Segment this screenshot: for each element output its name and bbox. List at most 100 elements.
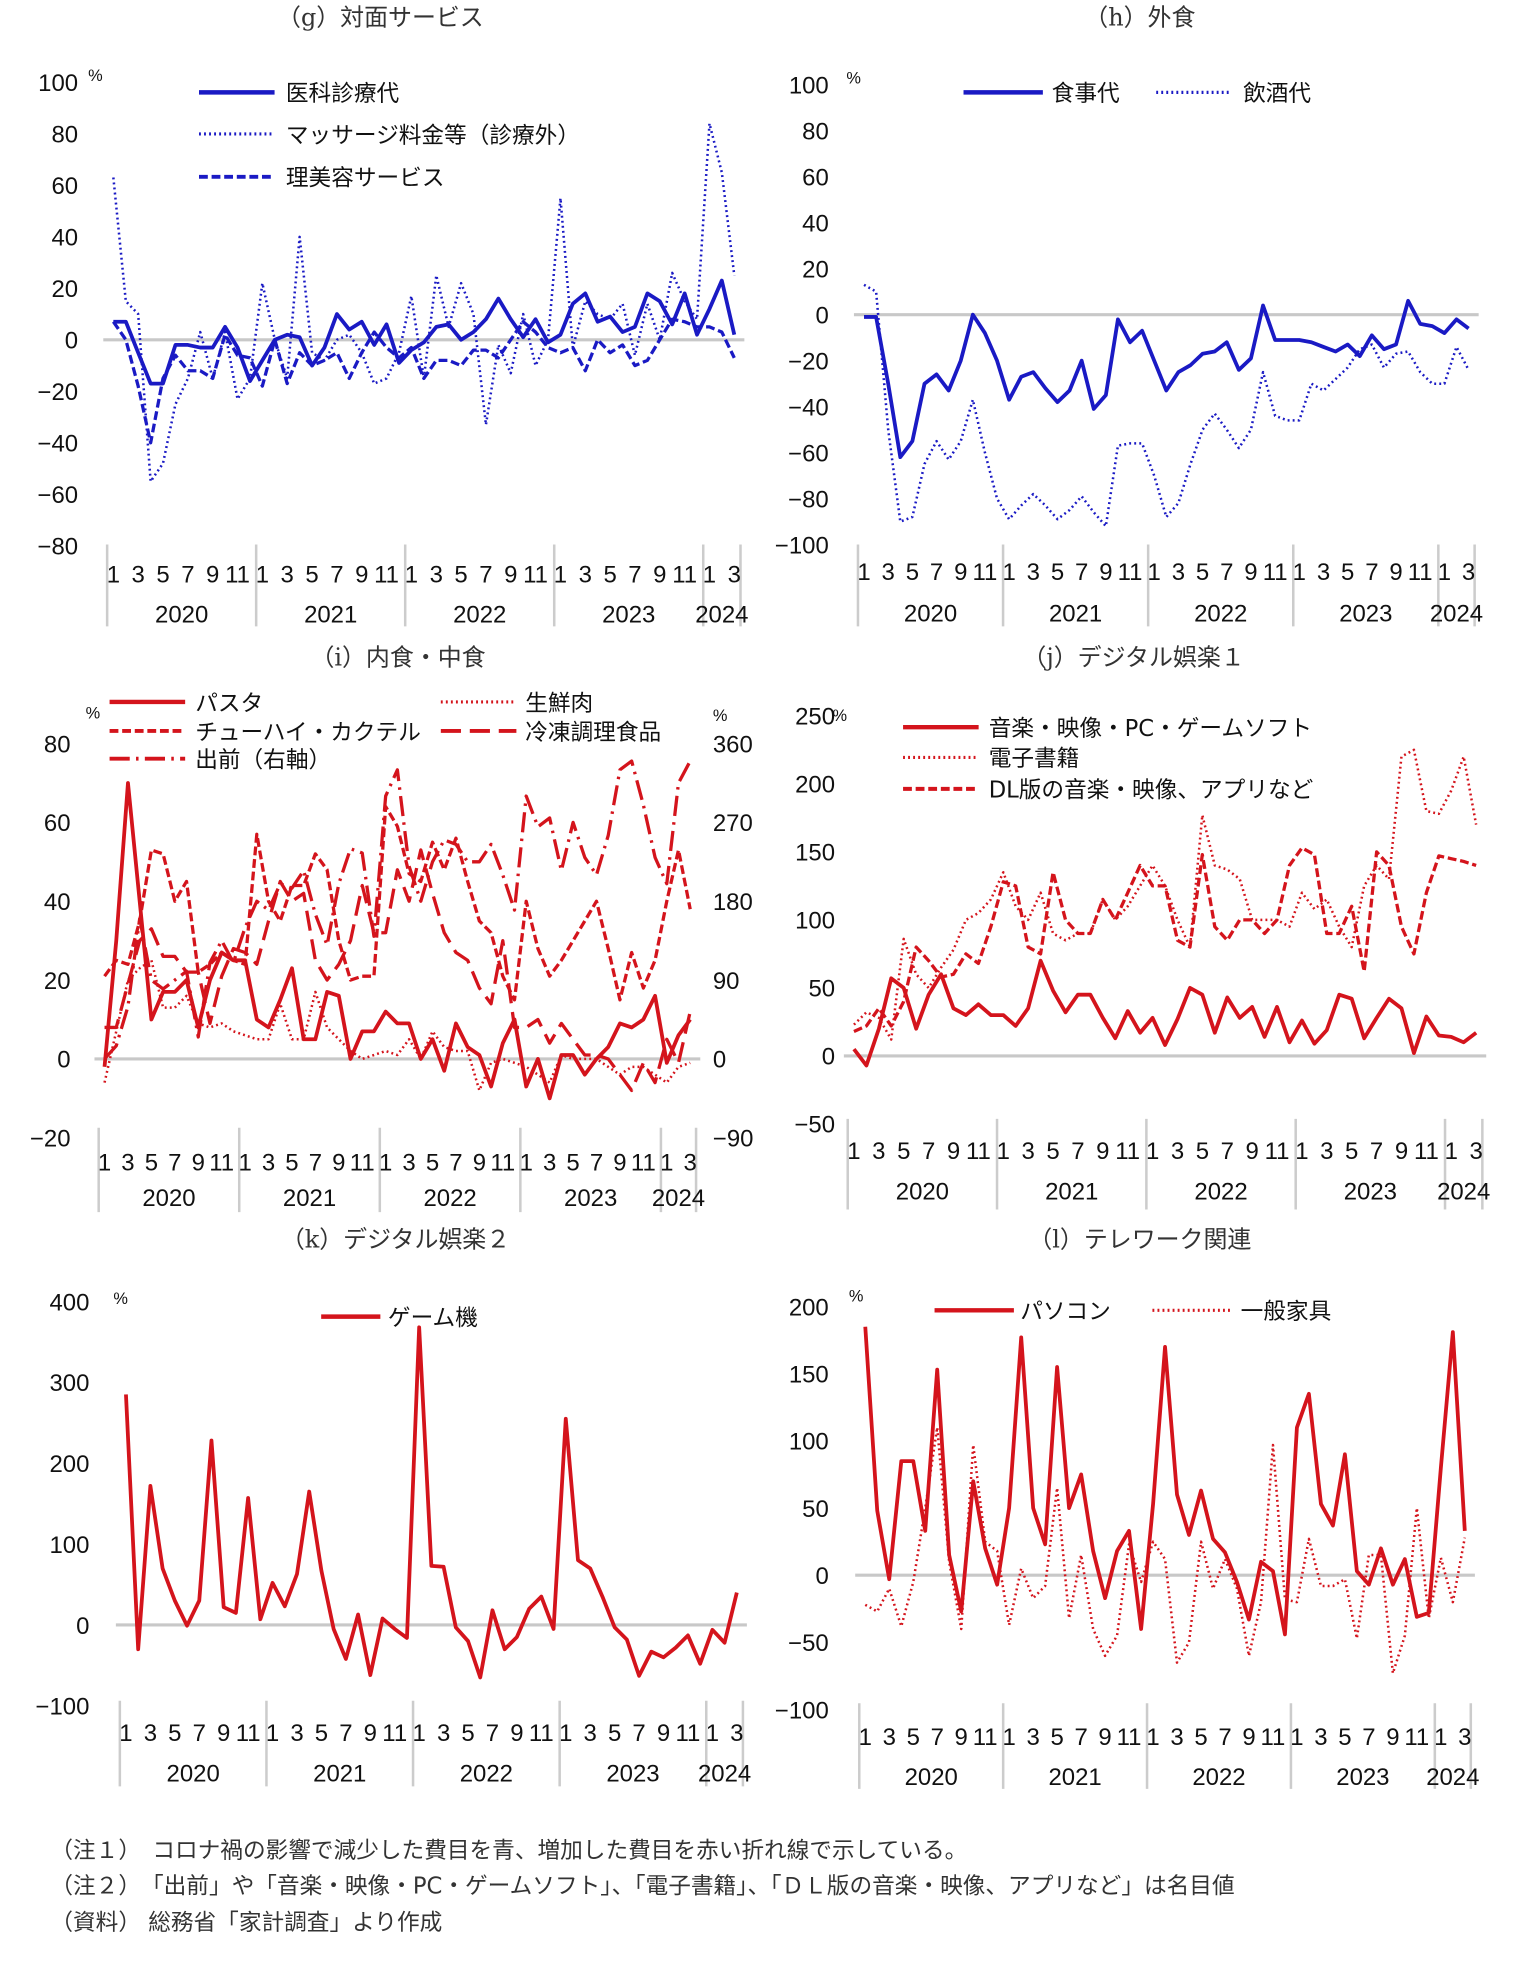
- x-tick-label: 9: [613, 1150, 626, 1177]
- year-label: 2022: [460, 1760, 513, 1787]
- note-1: （注１） コロナ禍の影響で減少した費目を青、増加した費目を赤い折れ線で示している…: [50, 1838, 967, 1864]
- y-tick-label: 200: [789, 1294, 829, 1321]
- x-tick-label: 5: [305, 561, 318, 588]
- y-tick-label: 40: [802, 211, 829, 238]
- x-tick-label: 7: [479, 561, 492, 588]
- x-tick-label: 1: [1146, 1724, 1159, 1751]
- note-3: （資料） 総務省「家計調査」より作成: [50, 1910, 442, 1936]
- x-tick-label: 3: [132, 561, 145, 588]
- y-tick-label: 20: [44, 968, 71, 995]
- x-tick-label: 7: [1071, 1138, 1084, 1165]
- x-tick-label: 9: [1245, 1138, 1258, 1165]
- x-tick-label: 7: [309, 1150, 322, 1177]
- y-tick-label: 100: [789, 1429, 829, 1456]
- x-tick-label: 1: [554, 561, 567, 588]
- y-tick-label: 40: [44, 889, 71, 916]
- y-tick-label: −80: [788, 486, 829, 513]
- chart-title: （g）対面サービス: [277, 4, 484, 32]
- year-label: 2021: [304, 602, 357, 629]
- x-tick-label: 9: [653, 561, 666, 588]
- x-tick-label: 1: [859, 1724, 872, 1751]
- y-tick-label: 0: [57, 1047, 70, 1074]
- x-tick-label: 11: [1265, 1138, 1290, 1165]
- legend-label: 生鮮肉: [525, 691, 593, 717]
- x-tick-label: 9: [332, 1150, 345, 1177]
- y-tick-label: −80: [37, 534, 78, 561]
- x-tick-label: 3: [1171, 1138, 1184, 1165]
- x-tick-label: 3: [121, 1150, 134, 1177]
- x-tick-label: 5: [285, 1150, 298, 1177]
- legend-label: ゲーム機: [388, 1305, 478, 1331]
- x-tick-label: 3: [883, 1724, 896, 1751]
- legend-label: 飲酒代: [1243, 81, 1311, 107]
- x-tick-label: 9: [947, 1138, 960, 1165]
- x-tick-label: 1: [1438, 559, 1451, 586]
- year-label: 2024: [1426, 1764, 1479, 1791]
- x-tick-label: 3: [1027, 559, 1040, 586]
- x-tick-label: 7: [339, 1720, 352, 1747]
- x-tick-label: 3: [262, 1150, 275, 1177]
- x-tick-label: 5: [1196, 559, 1209, 586]
- x-tick-label: 9: [1244, 559, 1257, 586]
- year-label: 2020: [167, 1760, 220, 1787]
- x-tick-label: 3: [281, 561, 294, 588]
- legend-label: 医科診療代: [286, 81, 400, 107]
- y-unit-label: %: [86, 704, 101, 722]
- y-tick-label: −20: [37, 379, 78, 406]
- legend-label: 電子書籍: [989, 746, 1080, 772]
- x-tick-label: 1: [1003, 1724, 1016, 1751]
- year-label: 2024: [652, 1185, 705, 1212]
- y-tick-label: 80: [51, 122, 78, 149]
- y-tick-label: 20: [802, 257, 829, 284]
- x-tick-label: 3: [430, 561, 443, 588]
- y-tick-label: 60: [51, 173, 78, 200]
- x-tick-label: 9: [1242, 1724, 1255, 1751]
- x-tick-label: 11: [973, 559, 998, 586]
- x-tick-label: 7: [931, 1724, 944, 1751]
- x-tick-label: 11: [1404, 1724, 1429, 1751]
- year-label: 2023: [606, 1760, 659, 1787]
- x-tick-label: 9: [1386, 1724, 1399, 1751]
- chart-title: （i）内食・中食: [310, 643, 485, 671]
- x-tick-label: 5: [906, 559, 919, 586]
- x-tick-label: 3: [437, 1720, 450, 1747]
- x-tick-label: 3: [684, 1150, 697, 1177]
- x-tick-label: 5: [603, 561, 616, 588]
- y-tick-label: 80: [802, 119, 829, 146]
- x-tick-label: 3: [543, 1150, 556, 1177]
- x-tick-label: 9: [1395, 1138, 1408, 1165]
- x-tick-label: 1: [1148, 559, 1161, 586]
- x-tick-label: 9: [364, 1720, 377, 1747]
- y-tick-label: 200: [50, 1451, 90, 1478]
- x-tick-label: 9: [504, 561, 517, 588]
- y-tick-label: −40: [788, 394, 829, 421]
- y-tick-label: 400: [50, 1289, 90, 1316]
- year-label: 2021: [1049, 600, 1102, 627]
- x-tick-label: 9: [1389, 559, 1402, 586]
- y-right-tick-label: 0: [713, 1047, 726, 1074]
- legend-label: 食事代: [1052, 81, 1120, 107]
- y-right-tick-label: 360: [713, 731, 753, 758]
- x-tick-label: 1: [997, 1138, 1010, 1165]
- y-tick-label: −100: [36, 1694, 90, 1721]
- x-tick-label: 7: [1365, 559, 1378, 586]
- x-tick-label: 1: [379, 1150, 392, 1177]
- x-tick-label: 3: [1320, 1138, 1333, 1165]
- x-tick-label: 11: [672, 561, 697, 588]
- x-tick-label: 11: [374, 561, 399, 588]
- series-line-1: [124, 1325, 739, 1680]
- x-tick-label: 11: [382, 1720, 407, 1747]
- x-tick-label: 5: [1051, 559, 1064, 586]
- series-line-1: [113, 278, 737, 386]
- x-tick-label: 11: [1115, 1138, 1140, 1165]
- y-right-tick-label: −90: [713, 1126, 754, 1153]
- y-tick-label: 20: [51, 276, 78, 303]
- x-tick-label: 1: [1002, 559, 1015, 586]
- x-tick-label: 11: [209, 1150, 234, 1177]
- y-tick-label: 80: [44, 731, 71, 758]
- x-tick-label: 9: [1098, 1724, 1111, 1751]
- x-tick-label: 7: [168, 1150, 181, 1177]
